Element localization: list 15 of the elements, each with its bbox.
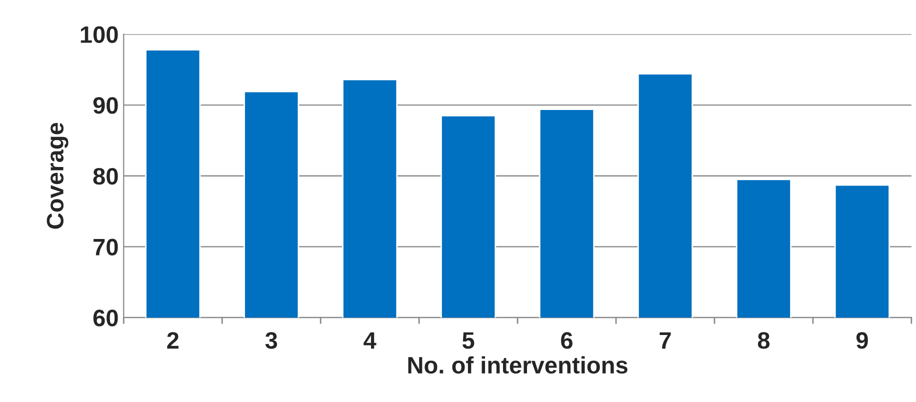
y-tick-label: 90 (93, 97, 118, 114)
y-tick-label: 80 (93, 168, 118, 185)
x-tick-label: 4 (364, 332, 376, 349)
y-axis-title: Coverage (46, 122, 68, 229)
y-tick-label: 70 (94, 238, 118, 256)
x-tick-label: 8 (758, 332, 770, 349)
x-tick-label: 2 (167, 332, 179, 349)
x-tick-label: 6 (561, 332, 572, 349)
y-tick-label: 60 (93, 310, 118, 326)
x-tick-label: 3 (265, 332, 278, 349)
x-tick-label: 7 (660, 332, 671, 349)
x-axis-title: No. of interventions (408, 356, 628, 374)
y-tick-label: 100 (80, 26, 118, 43)
x-tick-label: 9 (856, 332, 868, 349)
x-tick-label: 5 (462, 332, 474, 349)
